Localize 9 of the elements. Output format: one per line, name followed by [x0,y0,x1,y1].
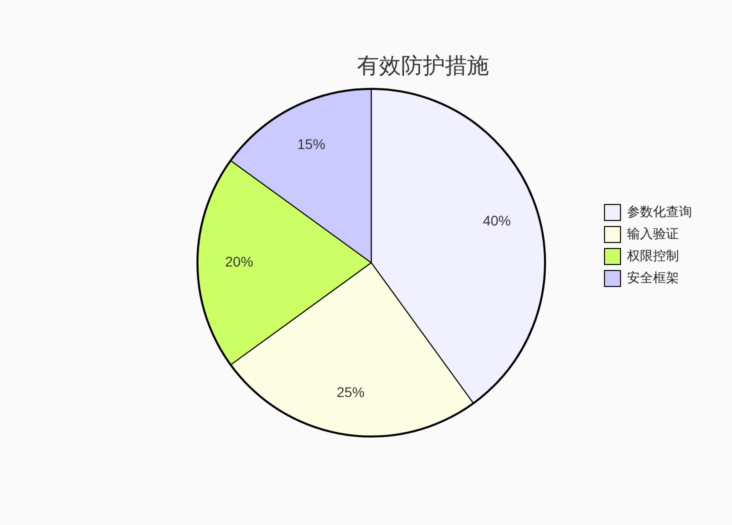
data-label: 20% [225,254,254,270]
data-label: 40% [482,212,511,229]
data-label: 25% [336,384,365,400]
legend-label: 安全框架 [627,270,679,286]
chart-title: 有效防护措施 [357,54,489,79]
legend-label: 输入验证 [627,226,679,242]
data-label: 15% [297,136,326,152]
legend-label: 权限控制 [626,248,679,264]
legend-label: 参数化查询 [627,204,692,220]
